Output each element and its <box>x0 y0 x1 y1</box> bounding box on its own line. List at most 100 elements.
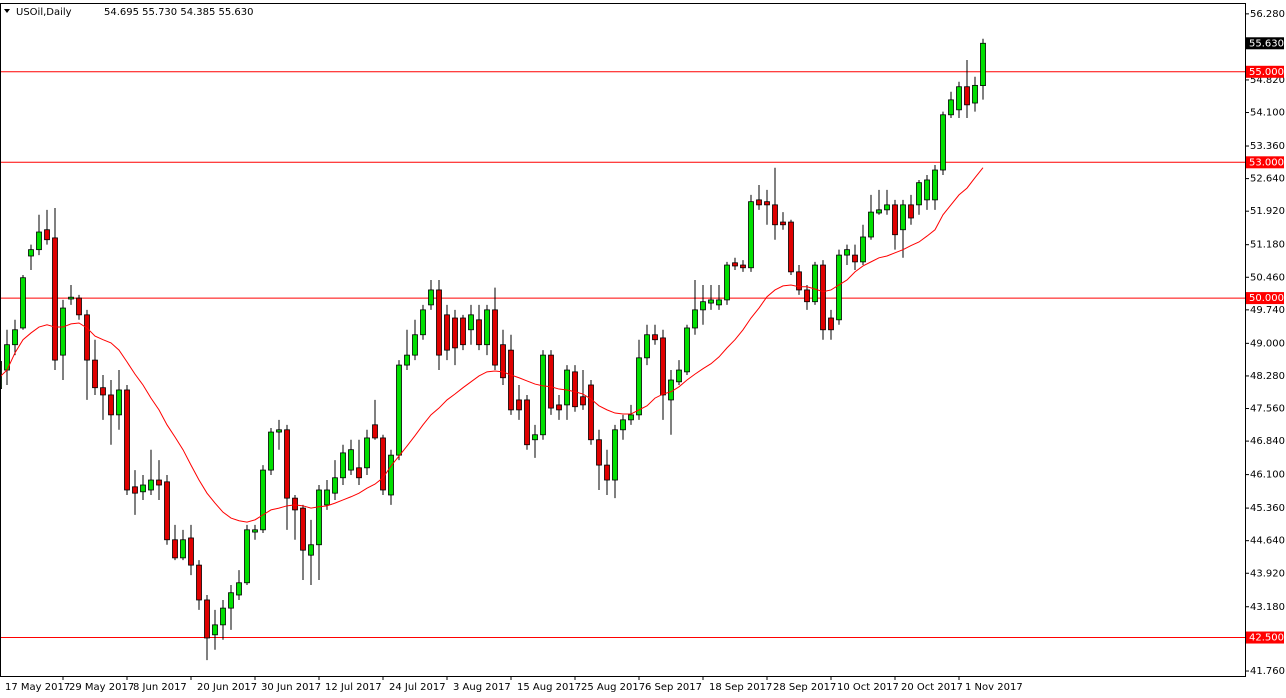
x-tick-label: 30 Jun 2017 <box>261 682 321 693</box>
x-tick-label: 12 Jul 2017 <box>325 682 382 693</box>
y-tick-label: 43.920 <box>1250 568 1285 579</box>
candle-body <box>108 394 114 416</box>
y-tick-label: 48.280 <box>1250 371 1285 382</box>
candle-body <box>380 437 386 491</box>
y-tick-label: 53.360 <box>1250 141 1285 152</box>
candle-body <box>212 624 218 636</box>
level-tag <box>1246 292 1284 305</box>
candle-body <box>596 439 602 466</box>
x-tick-label: 20 Oct 2017 <box>901 682 963 693</box>
candle-body <box>876 209 882 214</box>
candle-body <box>276 429 282 433</box>
y-tick-label: 51.180 <box>1250 240 1285 251</box>
candle-body <box>412 334 418 356</box>
candle-body <box>372 424 378 439</box>
candle-body <box>580 396 586 406</box>
y-tick-label: 46.840 <box>1250 436 1285 447</box>
x-tick-label: 29 May 2017 <box>69 682 134 693</box>
candle-body <box>716 299 722 306</box>
candle-body <box>556 404 562 411</box>
candle-body <box>684 327 690 373</box>
candle-body <box>548 354 554 409</box>
candle-body <box>660 337 666 396</box>
candle-body <box>916 182 922 206</box>
candle-body <box>828 317 834 331</box>
candle-body <box>620 419 626 431</box>
candle-body <box>724 264 730 301</box>
candle-body <box>980 42 986 86</box>
y-tick-label: 44.640 <box>1250 536 1285 547</box>
level-tag <box>1246 65 1284 78</box>
candle-body <box>604 464 610 481</box>
y-tick-label: 45.360 <box>1250 503 1285 514</box>
candle-body <box>180 539 186 559</box>
candle-body <box>444 314 450 351</box>
candle-body <box>268 431 274 471</box>
candle-body <box>196 564 202 601</box>
y-tick-label: 56.280 <box>1250 9 1285 20</box>
candle-body <box>508 349 514 411</box>
candle-body <box>100 387 106 396</box>
candle-body <box>740 264 746 269</box>
candle-body <box>460 317 466 346</box>
candle-body <box>308 544 314 556</box>
x-tick-label: 17 May 2017 <box>5 682 70 693</box>
y-tick-label: 51.920 <box>1250 206 1285 217</box>
candle-body <box>132 486 138 494</box>
candle-body <box>956 86 962 111</box>
candle-body <box>484 309 490 346</box>
candle-body <box>940 114 946 171</box>
candle-body <box>708 299 714 304</box>
ohlc-info: 54.695 55.730 54.385 55.630 <box>104 7 254 18</box>
candle-body <box>92 359 98 389</box>
y-tick-label: 46.100 <box>1250 470 1285 481</box>
candle-body <box>476 319 482 346</box>
candle-body <box>756 199 762 206</box>
x-tick-label: 20 Jun 2017 <box>197 682 257 693</box>
y-tick-label: 54.820 <box>1250 75 1285 86</box>
x-tick-label: 6 Sep 2017 <box>645 682 702 693</box>
candle-body <box>812 264 818 303</box>
candle-body <box>364 437 370 469</box>
candle-body <box>780 221 786 226</box>
level-tag <box>1246 156 1284 169</box>
y-tick-label: 49.740 <box>1250 305 1285 316</box>
candle-body <box>340 452 346 479</box>
candle-body <box>652 334 658 341</box>
candle-body <box>68 296 74 300</box>
candle-body <box>220 607 226 626</box>
title-arrow <box>4 9 10 13</box>
y-tick-label: 52.640 <box>1250 174 1285 185</box>
y-tick-label: 41.760 <box>1250 666 1285 677</box>
candle-body <box>948 99 954 116</box>
candle-body <box>924 179 930 201</box>
candle-body <box>420 309 426 336</box>
candle-body <box>796 271 802 291</box>
candle-body <box>436 289 442 356</box>
candle-body <box>900 204 906 231</box>
candle-body <box>452 317 458 349</box>
candle-body <box>316 489 322 546</box>
candle-body <box>468 314 474 331</box>
y-tick-label: 50.460 <box>1250 272 1285 283</box>
x-tick-label: 24 Jul 2017 <box>389 682 446 693</box>
moving-average <box>1 167 984 523</box>
candle-body <box>892 204 898 236</box>
candle-body <box>76 297 82 316</box>
candle-body <box>492 309 498 366</box>
candle-body <box>396 364 402 456</box>
candle-body <box>388 454 394 496</box>
candle-body <box>60 307 66 356</box>
candle-body <box>732 262 738 267</box>
x-tick-label: 15 Aug 2017 <box>517 682 581 693</box>
candle-body <box>188 537 194 566</box>
candle-body <box>356 467 362 479</box>
candle-body <box>852 254 858 263</box>
candle-body <box>404 354 410 366</box>
candle-body <box>36 231 42 251</box>
candle-body <box>820 264 826 331</box>
candle-body <box>932 169 938 201</box>
level-label: 53.000 <box>1249 157 1284 168</box>
